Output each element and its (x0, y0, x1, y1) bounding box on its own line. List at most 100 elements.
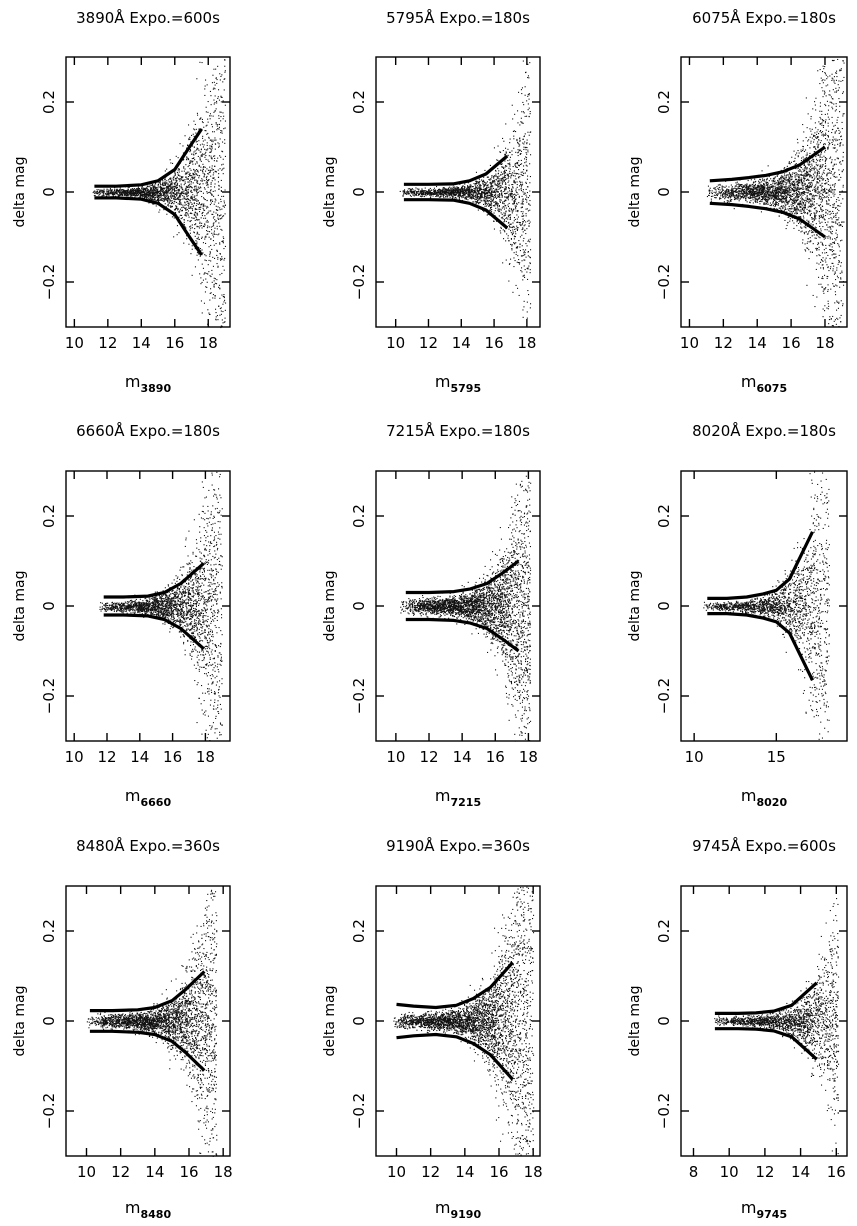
data-point (515, 242, 517, 244)
data-point (117, 195, 119, 197)
data-point (486, 195, 488, 197)
data-point (476, 194, 478, 196)
data-point (222, 215, 224, 217)
data-point (514, 228, 516, 230)
data-point (212, 115, 214, 117)
data-point (829, 214, 831, 216)
data-point (513, 180, 515, 182)
data-point (215, 77, 217, 79)
data-point (507, 181, 509, 183)
data-point (206, 142, 208, 144)
data-point (138, 190, 140, 192)
data-point (160, 193, 162, 195)
data-point (505, 175, 507, 177)
data-point (191, 176, 193, 178)
data-point (505, 151, 507, 153)
data-point (499, 187, 501, 189)
data-point (430, 196, 432, 198)
data-point (183, 221, 185, 223)
data-point (175, 207, 177, 209)
data-point (412, 194, 414, 196)
data-point (220, 120, 222, 122)
data-point (202, 192, 204, 194)
data-point (834, 132, 836, 134)
data-point (219, 274, 221, 276)
data-point (208, 312, 210, 314)
data-point (212, 213, 214, 215)
data-point (150, 194, 152, 196)
data-point (138, 192, 140, 194)
data-point (491, 196, 493, 198)
data-point (198, 253, 200, 255)
data-point (194, 235, 196, 237)
data-point (190, 206, 192, 208)
data-point (201, 118, 203, 120)
data-point (181, 207, 183, 209)
data-point (214, 139, 216, 141)
data-point (506, 233, 508, 235)
data-point (503, 203, 505, 205)
data-point (198, 149, 200, 151)
data-point (520, 173, 522, 175)
data-point (194, 170, 196, 172)
data-point (513, 147, 515, 149)
data-point (492, 199, 494, 201)
data-point (495, 207, 497, 209)
data-point (507, 163, 509, 165)
data-point (412, 192, 414, 194)
data-point (523, 254, 525, 256)
data-point (222, 322, 224, 324)
data-point (838, 129, 840, 131)
data-point (493, 175, 495, 177)
data-point (193, 135, 195, 137)
data-point (809, 237, 811, 239)
data-point (509, 218, 511, 220)
data-point (521, 202, 523, 204)
data-point (513, 172, 515, 174)
data-point (169, 202, 171, 204)
data-point (215, 316, 217, 318)
data-point (502, 201, 504, 203)
data-point (224, 309, 226, 311)
data-point (117, 189, 119, 191)
data-point (220, 96, 222, 98)
data-point (160, 189, 162, 191)
data-point (515, 253, 517, 255)
data-point (447, 189, 449, 191)
data-point (189, 149, 191, 151)
data-point (190, 169, 192, 171)
data-point (218, 222, 220, 224)
data-point (222, 241, 224, 243)
y-tick-label: −0.2 (350, 264, 368, 300)
data-point (157, 186, 159, 188)
data-point (220, 179, 222, 181)
data-point (499, 193, 501, 195)
data-point (830, 212, 832, 214)
data-point (487, 184, 489, 186)
data-point (442, 187, 444, 189)
data-point (218, 99, 220, 101)
data-point (193, 120, 195, 122)
data-point (528, 294, 530, 296)
data-point (139, 192, 141, 194)
data-point (410, 195, 412, 197)
data-point (182, 195, 184, 197)
data-point (490, 195, 492, 197)
data-point (189, 172, 191, 174)
data-point (517, 246, 519, 248)
data-point (163, 193, 165, 195)
data-point (168, 179, 170, 181)
data-point (491, 209, 493, 211)
data-point (214, 88, 216, 90)
data-point (204, 156, 206, 158)
data-point (200, 300, 202, 302)
data-point (515, 151, 517, 153)
data-point (453, 188, 455, 190)
data-point (187, 144, 189, 146)
data-point (217, 256, 219, 258)
data-point (828, 270, 830, 272)
data-point (169, 200, 171, 202)
data-point (163, 184, 165, 186)
data-point (511, 244, 513, 246)
data-point (515, 131, 517, 133)
